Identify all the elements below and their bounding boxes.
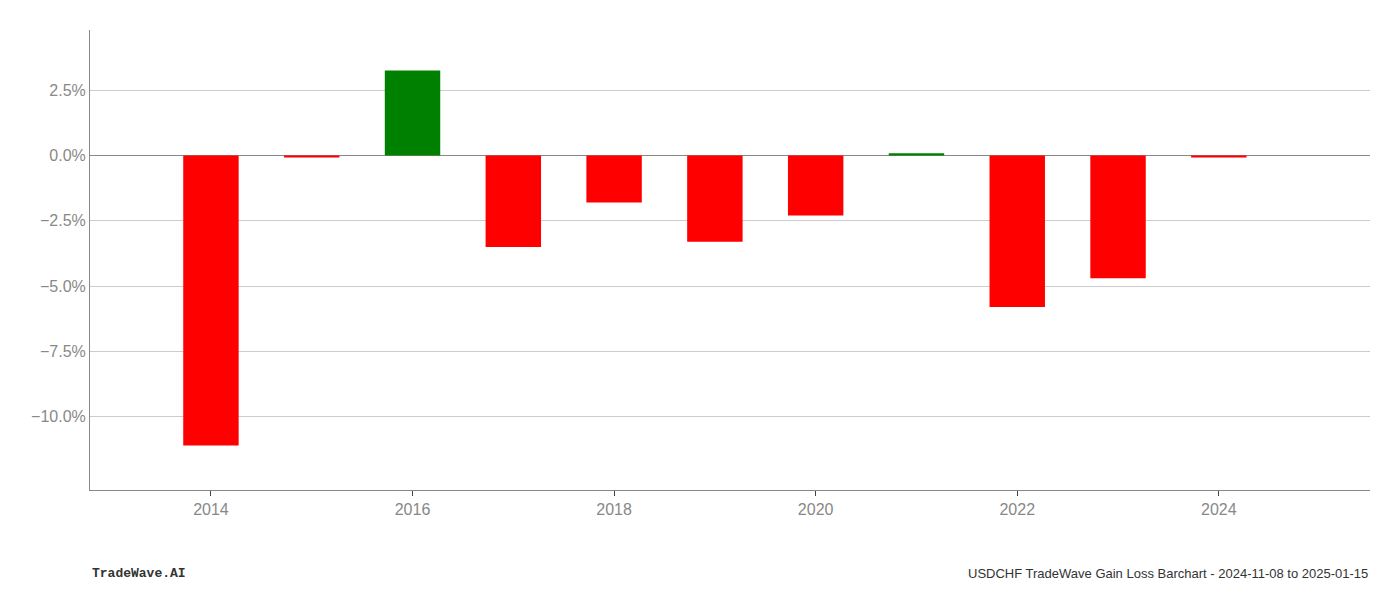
svg-text:USDCHF TradeWave Gain Loss Bar: USDCHF TradeWave Gain Loss Barchart - 20…	[968, 566, 1368, 581]
svg-text:−7.5%: −7.5%	[40, 343, 86, 360]
svg-text:−10.0%: −10.0%	[31, 408, 86, 425]
svg-text:−5.0%: −5.0%	[40, 278, 86, 295]
svg-text:TradeWave.AI: TradeWave.AI	[92, 566, 186, 581]
svg-text:−2.5%: −2.5%	[40, 212, 86, 229]
svg-text:2022: 2022	[999, 501, 1035, 518]
svg-text:2014: 2014	[193, 501, 229, 518]
svg-text:2016: 2016	[395, 501, 431, 518]
svg-text:2024: 2024	[1201, 501, 1237, 518]
svg-text:2020: 2020	[798, 501, 834, 518]
svg-text:2018: 2018	[596, 501, 632, 518]
svg-text:2.5%: 2.5%	[49, 82, 85, 99]
svg-text:0.0%: 0.0%	[49, 147, 85, 164]
